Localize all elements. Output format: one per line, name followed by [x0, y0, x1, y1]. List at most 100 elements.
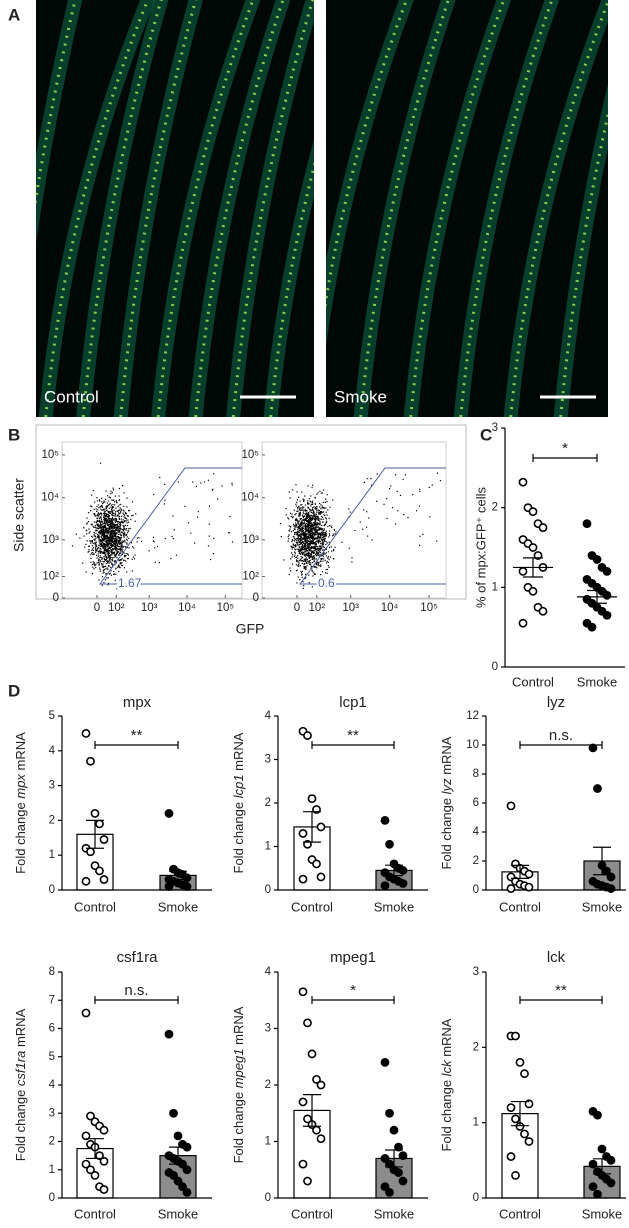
event-dot [86, 522, 87, 523]
event-dot [105, 568, 106, 569]
event-dot [366, 511, 367, 512]
event-dot [116, 524, 117, 525]
event-dot [164, 484, 165, 485]
y-axis-label: Fold change csf1ra mRNA [13, 1008, 28, 1161]
event-dot [314, 506, 315, 507]
event-dot [331, 527, 332, 528]
event-dot [307, 565, 308, 566]
event-dot [106, 521, 107, 522]
event-dot [102, 557, 103, 558]
event-dot [312, 530, 313, 531]
event-dot [325, 499, 326, 500]
event-dot [302, 581, 303, 582]
event-dot [134, 554, 135, 555]
event-dot [86, 571, 87, 572]
event-dot [301, 550, 302, 551]
event-dot [126, 571, 127, 572]
event-dot [317, 530, 318, 531]
event-dot [298, 531, 299, 532]
event-dot [302, 529, 303, 530]
event-dot [297, 544, 298, 545]
event-dot [117, 553, 118, 554]
event-dot [117, 540, 118, 541]
event-dot [326, 555, 327, 556]
event-dot [101, 532, 102, 533]
event-dot [315, 543, 316, 544]
event-dot [310, 535, 311, 536]
event-dot [303, 542, 304, 543]
event-dot [310, 536, 311, 537]
event-dot [164, 503, 165, 504]
event-dot [305, 547, 306, 548]
event-dot [288, 534, 289, 535]
data-point [399, 1177, 406, 1184]
event-dot [125, 541, 126, 542]
event-dot [123, 546, 124, 547]
event-dot [302, 510, 303, 511]
event-dot [119, 543, 120, 544]
event-dot [115, 540, 116, 541]
event-dot [405, 474, 406, 475]
event-dot [305, 529, 306, 530]
event-dot [111, 519, 112, 520]
event-dot [318, 543, 319, 544]
event-dot [300, 548, 301, 549]
event-dot [296, 513, 297, 514]
event-dot [204, 481, 205, 482]
event-dot [86, 533, 87, 534]
event-dot [128, 538, 129, 539]
event-dot [307, 531, 308, 532]
event-dot [176, 555, 177, 556]
event-dot [173, 538, 174, 539]
x-axis-label: GFP [236, 621, 265, 637]
event-dot [306, 542, 307, 543]
event-dot [119, 524, 120, 525]
event-dot [132, 515, 133, 516]
event-dot [313, 529, 314, 530]
event-dot [307, 534, 308, 535]
event-dot [79, 538, 80, 539]
event-dot [99, 500, 100, 501]
event-dot [314, 532, 315, 533]
event-dot [116, 537, 117, 538]
event-dot [122, 542, 123, 543]
event-dot [138, 537, 139, 538]
event-dot [293, 547, 294, 548]
event-dot [88, 521, 89, 522]
event-dot [76, 534, 77, 535]
event-dot [101, 514, 102, 515]
event-dot [119, 522, 120, 523]
event-dot [130, 528, 131, 529]
event-dot [105, 560, 106, 561]
event-dot [307, 548, 308, 549]
event-dot [119, 488, 120, 489]
event-dot [292, 554, 293, 555]
event-dot [301, 518, 302, 519]
event-dot [122, 541, 123, 542]
event-dot [312, 517, 313, 518]
event-dot [115, 518, 116, 519]
event-dot [229, 516, 230, 517]
event-dot [310, 543, 311, 544]
event-dot [292, 556, 293, 557]
event-dot [95, 515, 96, 516]
event-dot [314, 533, 315, 534]
event-dot [92, 541, 93, 542]
event-dot [321, 538, 322, 539]
event-dot [311, 566, 312, 567]
event-dot [306, 534, 307, 535]
event-dot [288, 536, 289, 537]
event-dot [301, 491, 302, 492]
event-dot [315, 497, 316, 498]
data-point [174, 1132, 181, 1139]
event-dot [157, 546, 158, 547]
event-dot [120, 559, 121, 560]
data-point [529, 588, 536, 595]
event-dot [341, 542, 342, 543]
event-dot [112, 541, 113, 542]
event-dot [90, 554, 91, 555]
event-dot [328, 551, 329, 552]
event-dot [131, 515, 132, 516]
event-dot [121, 551, 122, 552]
event-dot [307, 500, 308, 501]
